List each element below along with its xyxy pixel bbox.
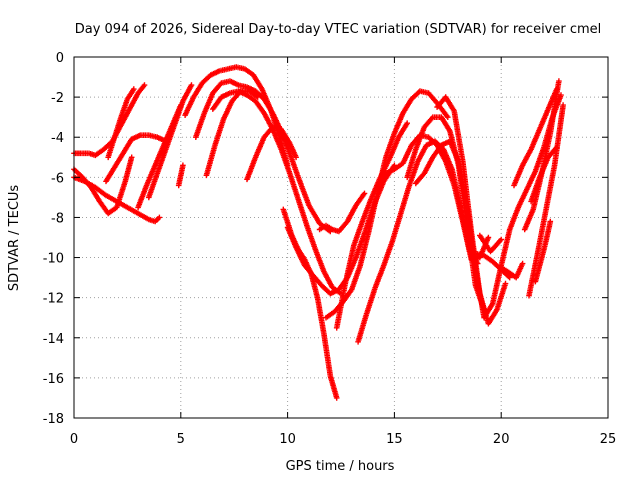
- series-arc-07: [146, 82, 195, 201]
- data-point: [445, 114, 451, 120]
- x-tick-label: 20: [493, 432, 510, 447]
- series-arc-10: [193, 78, 334, 235]
- x-tick-label: 5: [177, 432, 185, 447]
- data-point: [180, 162, 186, 169]
- x-tick-labels: 0 5 10 15 20 25: [70, 432, 616, 447]
- y-tick-label: -6: [51, 171, 64, 186]
- y-tick-label: -16: [43, 372, 64, 387]
- data-marks: [71, 64, 566, 401]
- data-point: [188, 82, 195, 88]
- y-tick-label: -4: [51, 131, 64, 146]
- data-point: [485, 234, 492, 241]
- x-axis-label: GPS time / hours: [286, 459, 395, 474]
- y-tick-label: -18: [43, 412, 64, 427]
- series-arc-18: [333, 120, 410, 331]
- y-tick-label: -2: [51, 91, 64, 106]
- series-arc-29: [526, 102, 566, 299]
- y-tick-labels: 0 -2 -4 -6 -8 -10 -12 -14 -16 -18: [43, 51, 64, 427]
- series-arc-25: [498, 260, 526, 281]
- series-arc-30: [532, 218, 554, 285]
- data-point: [293, 154, 299, 161]
- y-tick-label: 0: [56, 51, 64, 66]
- data-point: [404, 120, 410, 126]
- x-tick-label: 15: [386, 432, 403, 447]
- series-arc-17: [323, 88, 451, 321]
- data-point: [519, 260, 526, 267]
- data-point: [333, 395, 340, 401]
- series-arc-31: [528, 144, 560, 205]
- series-arc-05: [105, 86, 137, 161]
- x-tick-label: 0: [70, 432, 78, 447]
- series-arc-27: [511, 86, 560, 189]
- x-tick-label: 25: [600, 432, 617, 447]
- series-arc-23: [434, 94, 509, 327]
- data-point: [131, 86, 137, 92]
- chart-title: Day 094 of 2026, Sidereal Day-to-day VTE…: [75, 22, 602, 37]
- data-point: [361, 190, 368, 197]
- series-arc-01: [71, 154, 135, 217]
- y-tick-label: -14: [43, 332, 64, 347]
- series-arc-16: [316, 190, 368, 235]
- data-point: [560, 102, 566, 108]
- series-arc-11: [203, 88, 261, 179]
- data-point: [254, 94, 261, 100]
- series-arc-13: [244, 124, 299, 183]
- grid: [74, 57, 608, 418]
- y-tick-label: -12: [43, 292, 64, 307]
- y-tick-label: -8: [51, 211, 64, 226]
- series-arc-03: [71, 174, 163, 225]
- data-point: [556, 78, 562, 84]
- data-point: [128, 154, 135, 161]
- data-point: [553, 144, 560, 151]
- series-arc-26: [477, 232, 504, 255]
- x-tick-label: 10: [279, 432, 296, 447]
- data-point: [156, 214, 163, 221]
- data-point: [506, 274, 513, 281]
- plot-frame: [73, 56, 609, 419]
- y-axis-label: SDTVAR / TECUs: [7, 185, 22, 292]
- data-point: [498, 236, 504, 243]
- y-tick-label: -10: [43, 252, 64, 267]
- series-arc-08: [175, 162, 186, 189]
- data-point: [141, 82, 148, 88]
- data-point: [502, 280, 509, 287]
- data-point: [547, 218, 554, 225]
- axis-ticks: [73, 56, 609, 419]
